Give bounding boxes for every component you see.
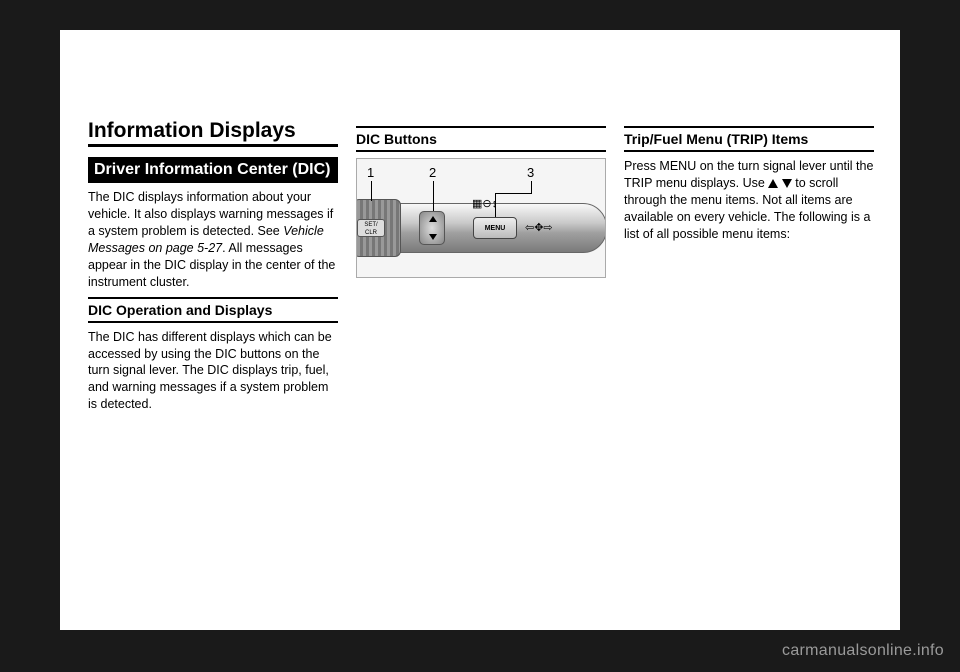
- manual-page: Information Displays Driver Information …: [60, 30, 900, 630]
- trip-menu-heading: Trip/Fuel Menu (TRIP) Items: [624, 126, 874, 152]
- up-arrow-icon: [768, 179, 778, 188]
- dic-operation-body: The DIC has different displays which can…: [88, 329, 338, 413]
- dic-operation-heading: DIC Operation and Displays: [88, 297, 338, 323]
- turn-signal-icon: ⇦✥⇨: [525, 221, 553, 234]
- callout-3: 3: [527, 165, 534, 180]
- dic-buttons-heading: DIC Buttons: [356, 126, 606, 152]
- dic-description: The DIC displays information about your …: [88, 189, 338, 290]
- column-1: Information Displays Driver Information …: [88, 120, 338, 419]
- trip-menu-body: Press MENU on the turn signal lever unti…: [624, 158, 874, 242]
- watermark-text: carmanualsonline.info: [782, 642, 944, 660]
- callout-2-line: [433, 181, 434, 211]
- headlight-icon: ▦⊖↕: [472, 197, 497, 210]
- column-3: Trip/Fuel Menu (TRIP) Items Press MENU o…: [624, 120, 874, 419]
- callout-1: 1: [367, 165, 374, 180]
- menu-button: MENU: [473, 217, 517, 239]
- column-2: DIC Buttons SET/ CLR MENU ▦⊖↕ ⇦✥⇨ 1 2 3: [356, 120, 606, 419]
- callout-1-line: [371, 181, 372, 201]
- three-column-layout: Information Displays Driver Information …: [60, 30, 900, 419]
- down-arrow-icon: [782, 179, 792, 188]
- dic-heading: Driver Information Center (DIC): [88, 157, 338, 183]
- section-heading: Information Displays: [88, 120, 338, 147]
- dic-buttons-figure: SET/ CLR MENU ▦⊖↕ ⇦✥⇨ 1 2 3: [356, 158, 606, 278]
- callout-3-line-v: [531, 181, 532, 193]
- callout-3-line-h: [495, 193, 532, 194]
- thumbwheel-icon: [419, 211, 445, 245]
- set-clr-button: SET/ CLR: [357, 219, 385, 237]
- callout-3-line-v2: [495, 193, 496, 217]
- callout-2: 2: [429, 165, 436, 180]
